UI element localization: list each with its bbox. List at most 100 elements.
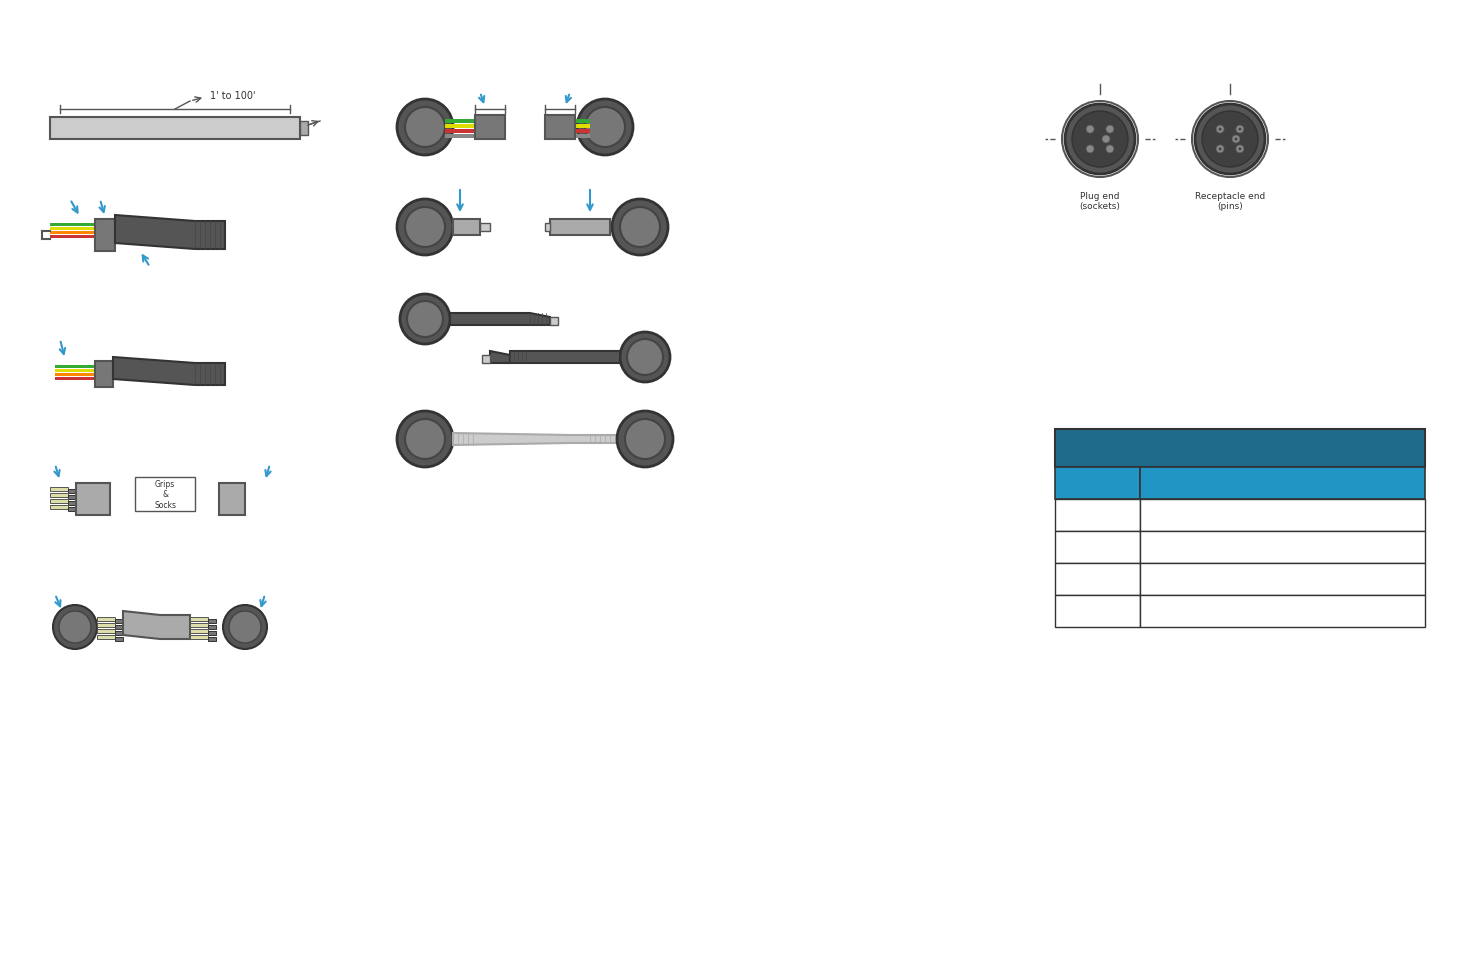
Bar [1055,430,1425,468]
Polygon shape [122,612,190,639]
Bar [190,618,208,621]
Bar [55,377,94,380]
Bar [227,494,245,497]
Bar [115,638,122,641]
Bar [68,501,77,505]
Bar [208,631,215,636]
Bar [445,130,475,133]
Polygon shape [544,224,550,232]
Polygon shape [453,434,620,446]
Bar [50,235,94,239]
Circle shape [620,333,670,382]
Bar [50,505,68,510]
Bar [445,135,475,139]
Circle shape [1102,136,1111,144]
Circle shape [1218,149,1221,152]
Circle shape [586,108,625,148]
Bar [1140,532,1425,563]
Bar [1055,596,1140,627]
Bar [445,125,475,129]
Bar [482,355,490,364]
Circle shape [1106,146,1114,153]
Circle shape [400,294,450,345]
Circle shape [1195,105,1266,174]
Polygon shape [510,352,620,364]
Bar [218,507,227,512]
Polygon shape [450,314,550,326]
Circle shape [1239,149,1242,152]
Polygon shape [453,220,479,235]
Text: 1' to 100': 1' to 100' [209,91,255,101]
Circle shape [1239,129,1242,132]
Polygon shape [94,220,115,252]
Bar [218,501,227,505]
Polygon shape [479,224,490,232]
Polygon shape [490,352,510,364]
Bar [115,625,122,629]
Bar [208,619,215,623]
Bar [55,370,94,373]
Circle shape [1215,126,1224,134]
Circle shape [617,412,673,468]
Polygon shape [475,116,504,140]
Bar [68,507,77,512]
Circle shape [397,100,453,156]
Bar [115,631,122,636]
Bar [97,636,115,639]
Circle shape [229,612,261,643]
Bar [190,636,208,639]
Circle shape [406,108,445,148]
Bar [227,505,245,510]
Bar [1140,563,1425,596]
Circle shape [612,200,668,255]
Circle shape [1215,146,1224,153]
Circle shape [1086,126,1094,134]
Circle shape [1086,146,1094,153]
Circle shape [59,612,91,643]
Polygon shape [77,483,111,516]
Bar [550,317,558,326]
Circle shape [627,339,662,375]
Circle shape [625,419,665,459]
Text: Receptacle end
(pins): Receptacle end (pins) [1195,192,1266,212]
Circle shape [1232,136,1240,144]
Bar [97,618,115,621]
Polygon shape [218,483,245,516]
Bar [97,629,115,634]
Polygon shape [114,357,226,386]
Bar [190,629,208,634]
Bar [50,118,299,140]
Circle shape [1236,126,1243,134]
Bar [1140,596,1425,627]
Text: Plug end
(sockets): Plug end (sockets) [1080,192,1121,212]
Bar [50,488,68,492]
Bar [227,488,245,492]
Bar [218,490,227,494]
Circle shape [53,605,97,649]
Bar [560,120,590,124]
Circle shape [1072,112,1128,168]
Bar [299,122,308,136]
Bar [50,224,94,227]
Bar [560,125,590,129]
Bar [560,135,590,139]
Bar [50,228,94,231]
Bar [445,120,475,124]
Bar [55,374,94,376]
Circle shape [397,200,453,255]
Bar [560,130,590,133]
Bar [227,499,245,503]
Circle shape [406,208,445,248]
Bar [208,638,215,641]
Circle shape [407,302,442,337]
Bar [1055,532,1140,563]
Circle shape [223,605,267,649]
Polygon shape [550,220,611,235]
Bar [50,494,68,497]
Bar [218,496,227,499]
Bar [208,625,215,629]
Circle shape [1236,146,1243,153]
Polygon shape [115,215,226,250]
Polygon shape [544,116,575,140]
Bar [55,366,94,369]
